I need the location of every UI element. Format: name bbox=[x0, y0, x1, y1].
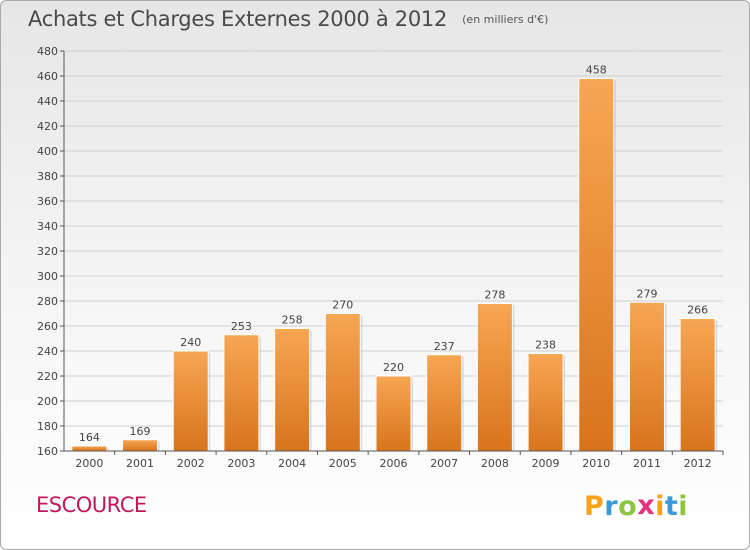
x-tick-label: 2008 bbox=[481, 457, 509, 470]
chart-title: Achats et Charges Externes 2000 à 2012 bbox=[28, 7, 448, 31]
bar-value-label: 240 bbox=[180, 336, 201, 349]
y-tick-label: 260 bbox=[37, 320, 58, 333]
axes: 160 180 200 220 240 260 280 300 320 340 360 380 400 4… bbox=[37, 45, 724, 470]
y-tick-label: 320 bbox=[37, 245, 58, 258]
logo-letter: i bbox=[678, 491, 689, 522]
bar-2012 bbox=[679, 318, 716, 452]
y-tick-label: 340 bbox=[37, 220, 58, 233]
bar-2011 bbox=[628, 301, 665, 452]
y-tick-label: 220 bbox=[37, 370, 58, 383]
y-tick-label: 440 bbox=[37, 95, 58, 108]
y-tick-label: 480 bbox=[37, 45, 58, 58]
y-tick-label: 300 bbox=[37, 270, 58, 283]
bar-2008 bbox=[476, 303, 513, 452]
bar-value-label: 458 bbox=[586, 64, 607, 77]
bar-value-label: 164 bbox=[79, 431, 100, 444]
bar-value-label: 253 bbox=[231, 320, 252, 333]
bar-2010 bbox=[578, 78, 615, 452]
bar-value-label: 266 bbox=[687, 304, 708, 317]
y-tick-label: 360 bbox=[37, 195, 58, 208]
x-tick-label: 2003 bbox=[227, 457, 255, 470]
logo-letter: P bbox=[584, 491, 605, 522]
bar-value-label: 220 bbox=[383, 361, 404, 374]
bar-value-label: 237 bbox=[434, 340, 455, 353]
y-tick-label: 240 bbox=[37, 345, 58, 358]
bar-2004 bbox=[274, 328, 311, 452]
y-tick-label: 180 bbox=[37, 420, 58, 433]
commune-name: ESCOURCE bbox=[36, 493, 147, 517]
y-tick-label: 160 bbox=[37, 445, 58, 458]
x-tick-label: 2002 bbox=[177, 457, 205, 470]
x-tick-label: 2007 bbox=[430, 457, 458, 470]
x-tick-label: 2010 bbox=[582, 457, 610, 470]
bar-2001 bbox=[122, 439, 159, 452]
x-tick-label: 2000 bbox=[75, 457, 103, 470]
proxiti-logo[interactable]: Proxiti bbox=[584, 490, 689, 522]
bar-value-label: 258 bbox=[282, 314, 303, 327]
bar-value-label: 279 bbox=[636, 287, 657, 300]
y-tick-label: 200 bbox=[37, 395, 58, 408]
bar-2007 bbox=[426, 354, 463, 452]
x-tick-label: 2001 bbox=[126, 457, 154, 470]
x-tick-label: 2009 bbox=[532, 457, 560, 470]
logo-letter: o bbox=[618, 491, 638, 522]
x-tick-label: 2006 bbox=[380, 457, 408, 470]
y-tick-label: 420 bbox=[37, 120, 58, 133]
bars: 164 169 240 253 258 270 220 237 278 238 458 279 266 bbox=[71, 64, 718, 452]
bar-value-label: 270 bbox=[332, 299, 353, 312]
bar-2002 bbox=[172, 350, 209, 452]
y-tick-label: 380 bbox=[37, 170, 58, 183]
bar-2000 bbox=[71, 445, 108, 452]
logo-letter: r bbox=[604, 491, 619, 522]
logo-letter: i bbox=[655, 491, 665, 522]
logo-letter: x bbox=[637, 490, 656, 521]
y-tick-label: 400 bbox=[37, 145, 58, 158]
bar-value-label: 169 bbox=[130, 425, 151, 438]
chart-title-block: Achats et Charges Externes 2000 à 2012 (… bbox=[28, 7, 548, 31]
bar-value-label: 278 bbox=[484, 289, 505, 302]
y-tick-label: 280 bbox=[37, 295, 58, 308]
bar-2009 bbox=[527, 353, 564, 452]
x-tick-label: 2011 bbox=[633, 457, 661, 470]
bar-2006 bbox=[375, 375, 412, 452]
x-tick-label: 2005 bbox=[329, 457, 357, 470]
bar-value-label: 238 bbox=[535, 339, 556, 352]
bar-2003 bbox=[223, 334, 260, 452]
x-tick-label: 2004 bbox=[278, 457, 306, 470]
logo-letter: t bbox=[664, 491, 679, 522]
x-tick-label: 2012 bbox=[684, 457, 712, 470]
y-tick-label: 460 bbox=[37, 70, 58, 83]
bar-2005 bbox=[324, 313, 361, 452]
chart-subtitle: (en milliers d'€) bbox=[462, 13, 549, 26]
